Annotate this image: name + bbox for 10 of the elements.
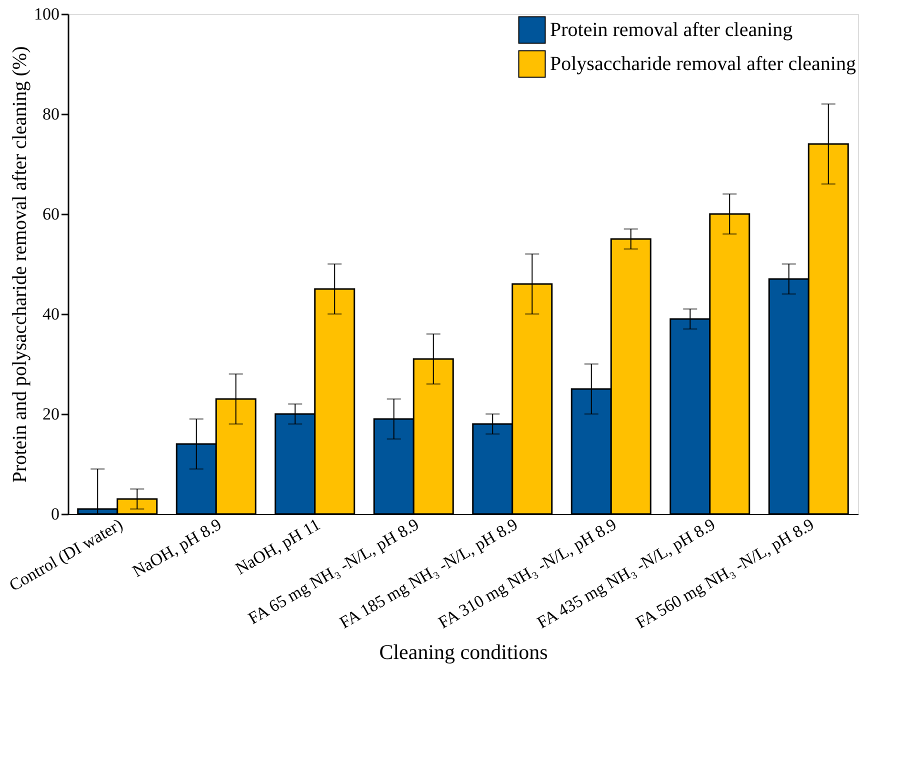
legend-label: Protein removal after cleaning [550,19,793,41]
y-tick-label: 40 [42,304,60,324]
y-tick-label: 0 [51,504,60,524]
y-tick-label: 100 [34,4,60,24]
y-tick-label: 80 [42,104,60,124]
y-tick-label: 60 [42,204,60,224]
legend-label: Polysaccharide removal after cleaning [550,53,856,75]
y-tick-label: 20 [42,404,60,424]
y-axis-title: Protein and polysaccharide removal after cleaning (%) [9,46,31,483]
x-axis-title: Cleaning conditions [379,640,548,664]
